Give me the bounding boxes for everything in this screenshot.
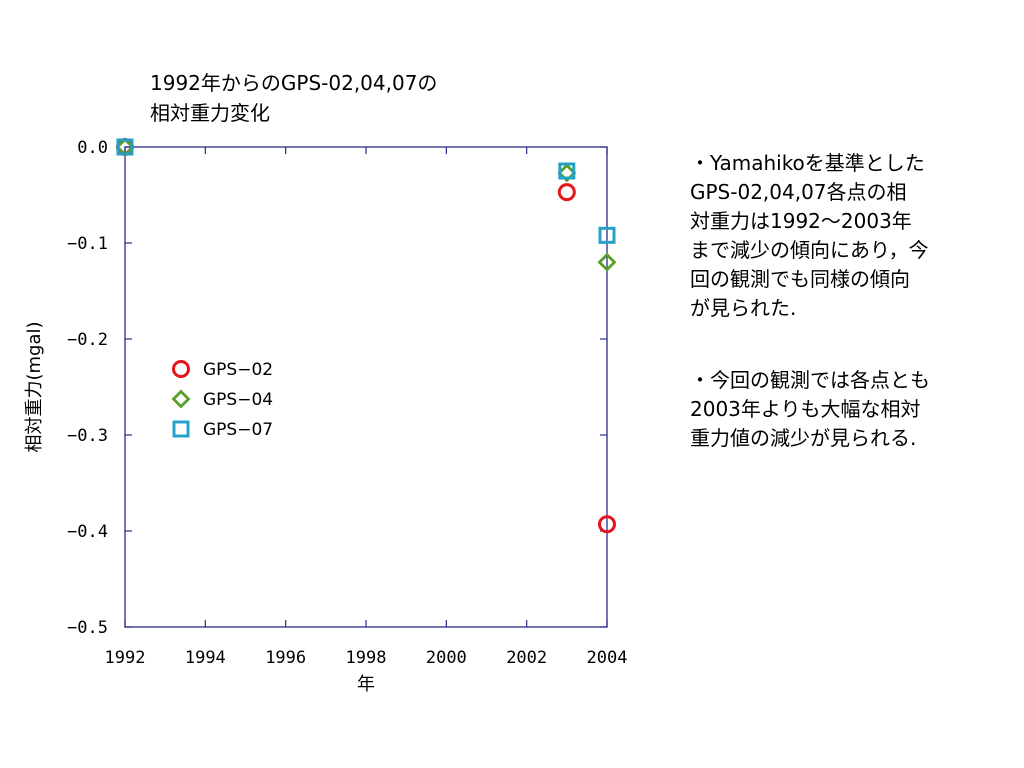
data-point-square (558, 162, 576, 180)
y-tick-labels: 0.0 −0.1 −0.2 −0.3 −0.4 −0.5 (67, 138, 108, 638)
x-axis-label: 年 (357, 674, 375, 695)
y-tick-label: −0.1 (67, 234, 108, 254)
data-point-square (116, 138, 134, 156)
legend-label: GPS−04 (203, 390, 273, 410)
legend-label: GPS−07 (203, 420, 273, 440)
legend-circle-icon (172, 360, 190, 378)
data-point-square (598, 226, 616, 244)
x-tick-label: 1998 (346, 648, 387, 668)
y-tick-label: −0.5 (67, 618, 108, 638)
data-point-circle (598, 515, 616, 534)
legend-label: GPS−02 (203, 360, 273, 380)
axis-ticks (124, 146, 608, 628)
x-tick-labels: 1992 1994 1996 1998 2000 2002 2004 (105, 648, 628, 668)
x-tick-label: 2004 (587, 648, 628, 668)
legend: GPS−02 GPS−04 GPS−07 (171, 360, 273, 440)
chart-title: 1992年からのGPS-02,04,07の 相対重力変化 (150, 71, 438, 125)
legend-square-icon (172, 420, 190, 438)
x-tick-label: 2002 (506, 648, 547, 668)
y-tick-label: 0.0 (77, 138, 108, 158)
note-decrease: ・今回の観測では各点とも 2003年よりも大幅な相対 重力値の減少が見られる. (690, 368, 930, 450)
y-tick-label: −0.2 (67, 330, 108, 350)
data-points (115, 137, 617, 534)
data-point-circle (557, 183, 576, 202)
x-tick-label: 2000 (426, 648, 467, 668)
y-axis-label: 相対重力(mgal) (24, 321, 45, 452)
x-tick-label: 1994 (185, 648, 226, 668)
legend-diamond-icon (171, 389, 191, 409)
plot-frame (124, 146, 608, 628)
x-tick-label: 1996 (265, 648, 306, 668)
note-trend: ・Yamahikoを基準とした GPS-02,04,07各点の相 対重力は199… (690, 151, 929, 320)
x-tick-label: 1992 (105, 648, 146, 668)
y-tick-label: −0.4 (67, 522, 108, 542)
data-point-diamond (557, 163, 577, 183)
y-tick-label: −0.3 (67, 426, 108, 446)
data-point-diamond (597, 252, 617, 272)
